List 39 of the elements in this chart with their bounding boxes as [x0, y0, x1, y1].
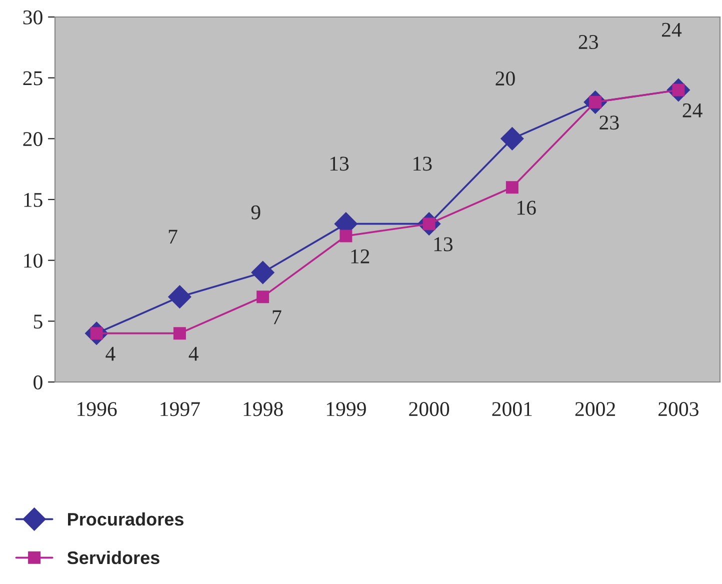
point	[173, 327, 186, 340]
data-label: 23	[600, 116, 619, 130]
data-label: 4	[188, 346, 198, 361]
data-label: 13	[414, 156, 432, 171]
data-label: 24	[662, 22, 682, 37]
legend-label: Servidores	[67, 550, 160, 564]
legend-label: Procuradores	[68, 512, 184, 526]
y-tick-label: 20	[23, 132, 42, 146]
x-tick-label: 1997	[160, 402, 200, 416]
point	[506, 181, 518, 194]
x-tick-label: 1996	[78, 402, 117, 416]
data-label: 13	[434, 237, 453, 252]
x-tick-label: 1999	[326, 402, 366, 416]
point	[168, 285, 192, 308]
point	[500, 127, 524, 150]
data-label: 16	[517, 200, 536, 215]
point	[251, 261, 274, 284]
data-label: 9	[251, 205, 260, 220]
y-tick-label: 15	[24, 192, 42, 207]
data-label: 24	[682, 103, 702, 118]
y-tick-label: 10	[24, 254, 42, 268]
data-label: 7	[272, 310, 282, 324]
point	[340, 230, 352, 242]
x-tick-label: 2001	[492, 402, 532, 416]
data-label: 12	[351, 249, 370, 264]
y-tick-label: 5	[34, 314, 42, 329]
data-label: 13	[330, 156, 349, 171]
x-tick-label: 1998	[244, 402, 283, 416]
data-label: 23	[578, 35, 598, 50]
y-tick-label: 25	[23, 71, 42, 86]
data-label: 4	[106, 346, 116, 361]
y-tick-label: 30	[23, 10, 42, 24]
y-tick-label: 0	[34, 375, 42, 390]
x-tick-label: 2003	[658, 402, 698, 416]
point	[256, 290, 270, 304]
data-label: 20	[496, 71, 515, 86]
x-tick-label: 2000	[409, 402, 450, 416]
x-tick-label: 2002	[575, 402, 615, 416]
data-label: 7	[168, 230, 178, 244]
